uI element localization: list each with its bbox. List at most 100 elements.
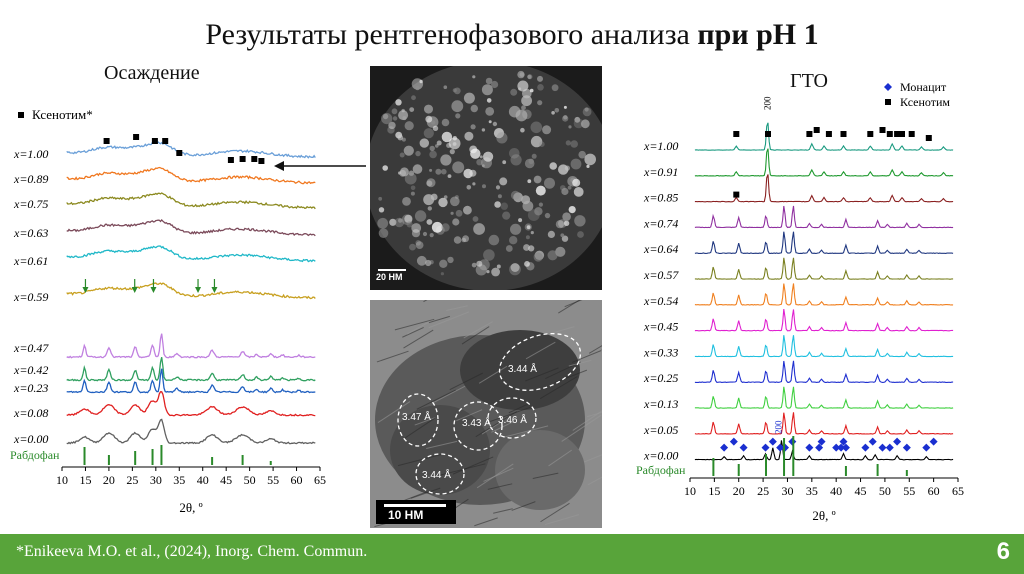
xenotime-marker [103,138,110,144]
series-label: x=0.25 [643,371,678,385]
xenotime-marker [258,158,265,164]
series-line-x061 [66,245,316,263]
series-label: x=0.63 [13,226,48,240]
series-line-x023 [66,368,316,394]
legend-marker-xenotime [885,99,891,105]
series-line-x000 [66,418,316,445]
series-label: x=0.47 [13,341,49,355]
xenotime-marker [813,127,820,133]
monazite-marker [720,443,729,452]
x-axis-label: 2θ, º [812,508,835,523]
series-line-x057 [694,257,954,280]
reference-label: Рабдофан [10,448,60,462]
precipitation-xrd-chart: Ксенотим* x=1.00 x=0.89 x=0.75 x=0.63 x=0.61 x… [10,107,326,515]
x-tick-label: 30 [781,484,793,498]
monazite-marker [841,443,850,452]
series-label: x=0.45 [643,320,678,334]
left-chart-heading: Осаждение [104,62,200,84]
right-chart-heading: ГТО [790,70,828,92]
series-label: x=0.42 [13,363,48,377]
xenotime-marker [176,150,183,156]
slide-title-main: Результаты рентгенофазового анализа [205,18,690,51]
series-line-x075 [66,192,316,210]
legend-label-monazite: Монацит [900,80,947,94]
series-label: x=0.59 [13,290,48,304]
slide-title: Результаты рентгенофазового анализа при … [0,18,1024,52]
hrtem-scalebar [384,504,446,507]
xenotime-marker [251,156,258,162]
green-arrow-marker [82,279,89,293]
monazite-marker [761,443,770,452]
series-label: x=0.61 [13,254,48,268]
slide-title-bold: при pH 1 [697,18,819,51]
x-tick-label: 65 [314,473,326,487]
footer-bar: *Enikeeva M.O. et al., (2024), Inorg. Ch… [0,534,1024,574]
monazite-marker [868,437,877,446]
series-line-x100 [66,141,316,159]
series-label: x=0.75 [13,197,48,211]
series-line-x064 [694,231,954,254]
series-label: x=0.91 [643,165,678,179]
d-spacing-label-5: 3.44 Å [422,470,451,481]
d-spacing-label-2: 3.47 Å [402,412,431,423]
series-line-x085 [694,174,954,203]
monazite-marker [817,437,826,446]
series-line-x047 [66,333,316,359]
series-line-x063 [66,219,316,237]
series-line-x013 [694,386,954,409]
x-tick-label: 30 [150,473,162,487]
monazite-marker [929,437,938,446]
series-label: x=0.64 [643,242,678,256]
x-tick-label: 35 [806,484,818,498]
pointer-arrow [274,161,366,171]
tem-overview-scalebar [378,269,406,271]
xenotime-marker [908,131,915,137]
series-line-x089 [66,166,316,185]
tem-image-overview: 20 НМ [370,66,602,290]
xenotime-marker [899,131,905,137]
legend-label-xenotime: Ксенотим* [32,107,93,122]
monazite-marker [922,443,931,452]
monazite-marker [729,437,738,446]
series-line-x054 [694,283,954,306]
x-tick-label: 15 [79,473,91,487]
peak-label-200-bottom: 200 [774,420,784,434]
x-tick-label: 65 [952,484,964,498]
tem-overview-scale-label: 20 НМ [376,272,403,282]
x-tick-label: 50 [244,473,256,487]
x-tick-label: 55 [267,473,279,487]
legend-marker-monazite [884,83,892,91]
xenotime-marker [886,131,893,137]
series-label: x=0.08 [13,406,48,420]
monazite-marker [902,443,911,452]
monazite-marker [815,443,824,452]
series-line-x091 [694,148,954,177]
x-tick-label: 55 [903,484,915,498]
xenotime-marker [840,131,847,137]
series-label: x=0.05 [643,423,678,437]
x-tick-label: 10 [56,473,68,487]
x-tick-label: 35 [173,473,185,487]
monazite-marker [776,443,785,452]
monazite-marker [837,443,846,452]
series-line-x074 [694,205,954,229]
xenotime-marker [239,156,246,162]
series-label: x=0.00 [643,449,678,463]
footnote-citation: *Enikeeva M.O. et al., (2024), Inorg. Ch… [16,543,368,560]
series-line-x045 [694,309,954,332]
page-number: 6 [996,538,1010,565]
series-line-x000 [694,440,954,461]
series-line-x008 [66,391,316,417]
series-label: x=0.89 [13,172,48,186]
series-label: x=0.54 [643,294,678,308]
xenotime-marker [879,127,886,133]
xenotime-marker [894,131,901,137]
series-line-x059 [66,282,316,300]
x-tick-label: 45 [855,484,867,498]
left-legend: Ксенотим* [18,107,93,122]
x-tick-label: 20 [733,484,745,498]
legend-marker-xenotime [18,112,24,118]
series-label: x=0.13 [643,397,678,411]
series-label: x=1.00 [643,139,678,153]
x-tick-label: 10 [684,484,696,498]
